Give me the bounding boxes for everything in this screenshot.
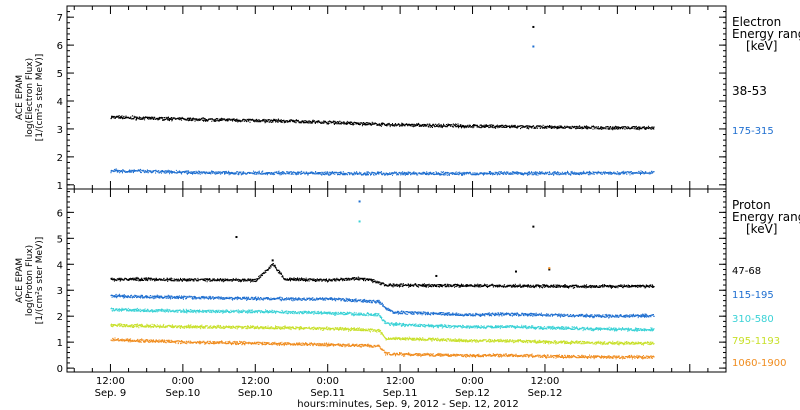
proton-legend-entry: 115-195 <box>732 290 774 301</box>
electron-panel-frame <box>66 5 727 190</box>
electron-spike-point <box>532 25 535 28</box>
x-tick-date-label: Sep.12 <box>528 388 563 399</box>
x-axis-label: hours:minutes, Sep. 9, 2012 - Sep. 12, 2… <box>297 399 518 410</box>
proton-series-795-1193 <box>110 323 655 346</box>
electron-y-tick-label: 1 <box>57 181 63 192</box>
electron-y-tick-label: 7 <box>57 13 63 24</box>
electron-y-tick-label: 3 <box>57 125 63 136</box>
electron-series-38-53 <box>110 115 655 131</box>
proton-series-310-580 <box>110 307 655 332</box>
x-tick-time-label: 0:00 <box>461 376 483 387</box>
x-tick-time-label: 12:00 <box>386 376 415 387</box>
x-tick-time-label: 12:00 <box>531 376 560 387</box>
proton-spike-point <box>548 268 551 271</box>
proton-panel-frame <box>66 188 727 373</box>
proton-spike-point <box>271 259 274 262</box>
proton-spike-point <box>514 270 517 273</box>
electron-legend-title: [keV] <box>746 39 777 53</box>
electron-y-axis-label: ACE EPAM <box>15 75 25 120</box>
proton-spike-point <box>532 225 535 228</box>
figure-frame <box>66 5 727 373</box>
proton-series-47-68 <box>110 263 655 289</box>
x-tick-date-label: Sep.10 <box>165 388 200 399</box>
proton-y-axis-label: [1/(cm²s ster MeV)] <box>35 237 45 324</box>
x-tick-date-label: Sep.10 <box>238 388 273 399</box>
proton-y-tick-label: 2 <box>57 312 63 323</box>
x-tick-time-label: 12:00 <box>241 376 270 387</box>
x-tick-date-label: Sep. 9 <box>95 388 127 399</box>
proton-legend-title: Energy range <box>732 210 800 224</box>
electron-y-tick-label: 5 <box>57 69 63 80</box>
proton-legend-entry: 47-68 <box>732 266 761 277</box>
proton-legend-title: [keV] <box>746 222 777 236</box>
electron-y-tick-label: 6 <box>57 41 63 52</box>
proton-legend-title: Proton <box>732 198 771 212</box>
electron-legend-title: Electron <box>732 15 781 29</box>
proton-series-115-195 <box>110 293 655 319</box>
electron-legend-entry: 38-53 <box>732 84 767 98</box>
proton-spike-point <box>435 274 438 277</box>
x-tick-time-label: 0:00 <box>316 376 338 387</box>
electron-series-175-315 <box>110 168 655 176</box>
proton-y-tick-label: 5 <box>57 234 63 245</box>
electron-y-axis-label: log(Electron Flux) <box>25 58 35 137</box>
proton-y-tick-label: 6 <box>57 208 63 219</box>
x-tick-date-label: Sep.11 <box>383 388 418 399</box>
proton-legend-entry: 795-1193 <box>732 336 780 347</box>
proton-series-1060-1900 <box>110 337 655 360</box>
electron-y-tick-label: 4 <box>57 97 63 108</box>
x-tick-time-label: 12:00 <box>96 376 125 387</box>
electron-legend-entry: 175-315 <box>732 126 774 137</box>
x-tick-time-label: 0:00 <box>172 376 194 387</box>
proton-legend-entry: 310-580 <box>732 314 774 325</box>
proton-y-tick-label: 0 <box>57 364 63 375</box>
proton-legend-entry: 1060-1900 <box>732 358 787 369</box>
electron-y-axis-label: [1/(cm²s ster MeV)] <box>35 54 45 141</box>
proton-y-axis-label: ACE EPAM <box>15 258 25 303</box>
electron-legend-title: Energy range <box>732 27 800 41</box>
proton-spike-point <box>358 220 361 223</box>
x-tick-date-label: Sep.11 <box>310 388 345 399</box>
electron-y-tick-label: 2 <box>57 153 63 164</box>
proton-y-axis-label: log(Proton Flux) <box>25 245 35 316</box>
proton-spike-point <box>235 236 238 239</box>
proton-spike-point <box>358 200 361 203</box>
data-points <box>110 25 655 360</box>
x-tick-date-label: Sep.12 <box>455 388 490 399</box>
proton-y-tick-label: 4 <box>57 260 63 271</box>
proton-y-tick-label: 3 <box>57 286 63 297</box>
electron-spike-point <box>532 45 535 48</box>
proton-y-tick-label: 1 <box>57 338 63 349</box>
proton-spike-point <box>548 267 551 270</box>
